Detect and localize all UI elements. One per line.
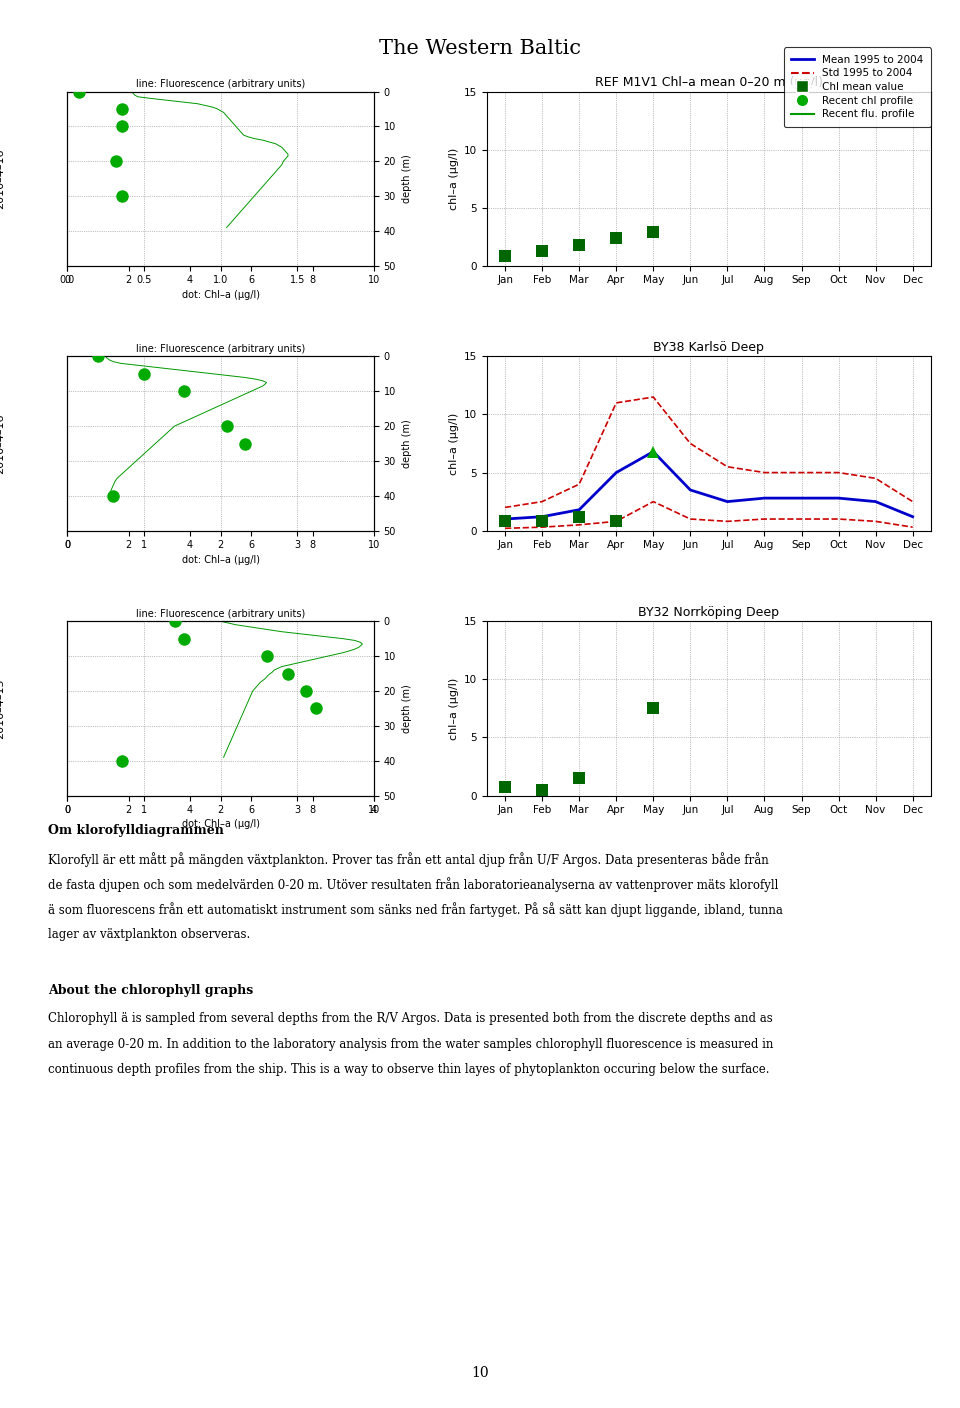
Text: Om klorofylldiagrammen: Om klorofylldiagrammen [48, 824, 224, 836]
Text: ä som fluorescens från ett automatiskt instrument som sänks ned från fartyget. P: ä som fluorescens från ett automatiskt i… [48, 903, 782, 918]
Y-axis label: chl–a (µg/l): chl–a (µg/l) [449, 677, 460, 739]
Y-axis label: chl–a (µg/l): chl–a (µg/l) [449, 413, 460, 474]
X-axis label: line: Fluorescence (arbitrary units): line: Fluorescence (arbitrary units) [136, 79, 305, 89]
Text: 2010–4–16: 2010–4–16 [0, 414, 5, 473]
Text: Chlorophyll ä is sampled from several depths from the R/V Argos. Data is present: Chlorophyll ä is sampled from several de… [48, 1012, 773, 1025]
Text: 10: 10 [471, 1366, 489, 1380]
Text: an average 0-20 m. In addition to the laboratory analysis from the water samples: an average 0-20 m. In addition to the la… [48, 1038, 774, 1050]
Title: BY38 Karlsö Deep: BY38 Karlsö Deep [654, 341, 764, 353]
Legend: Mean 1995 to 2004, Std 1995 to 2004, Chl mean value, Recent chl profile, Recent : Mean 1995 to 2004, Std 1995 to 2004, Chl… [783, 48, 931, 127]
Title: REF M1V1 Chl–a mean 0–20 m (µg/l): REF M1V1 Chl–a mean 0–20 m (µg/l) [595, 76, 823, 89]
Text: 2010–4–15: 2010–4–15 [0, 679, 5, 739]
X-axis label: dot: Chl–a (µg/l): dot: Chl–a (µg/l) [181, 290, 259, 300]
Title: BY32 Norrköping Deep: BY32 Norrköping Deep [638, 605, 780, 618]
Text: About the chlorophyll graphs: About the chlorophyll graphs [48, 984, 253, 997]
Text: Klorofyll är ett mått på mängden växtplankton. Prover tas från ett antal djup fr: Klorofyll är ett mått på mängden växtpla… [48, 852, 769, 867]
Y-axis label: depth (m): depth (m) [401, 420, 412, 467]
X-axis label: dot: Chl–a (µg/l): dot: Chl–a (µg/l) [181, 819, 259, 829]
X-axis label: line: Fluorescence (arbitrary units): line: Fluorescence (arbitrary units) [136, 344, 305, 355]
Text: continuous depth profiles from the ship. This is a way to observe thin layes of : continuous depth profiles from the ship.… [48, 1063, 770, 1076]
X-axis label: dot: Chl–a (µg/l): dot: Chl–a (µg/l) [181, 555, 259, 565]
X-axis label: line: Fluorescence (arbitrary units): line: Fluorescence (arbitrary units) [136, 610, 305, 620]
Y-axis label: depth (m): depth (m) [401, 155, 412, 203]
Y-axis label: chl–a (µg/l): chl–a (µg/l) [449, 148, 460, 210]
Y-axis label: depth (m): depth (m) [401, 684, 412, 732]
Text: de fasta djupen och som medelvärden 0-20 m. Utöver resultaten från laboratoriean: de fasta djupen och som medelvärden 0-20… [48, 877, 779, 893]
Text: lager av växtplankton observeras.: lager av växtplankton observeras. [48, 928, 251, 941]
Text: The Western Baltic: The Western Baltic [379, 39, 581, 58]
Text: 2010–4–16: 2010–4–16 [0, 148, 5, 208]
